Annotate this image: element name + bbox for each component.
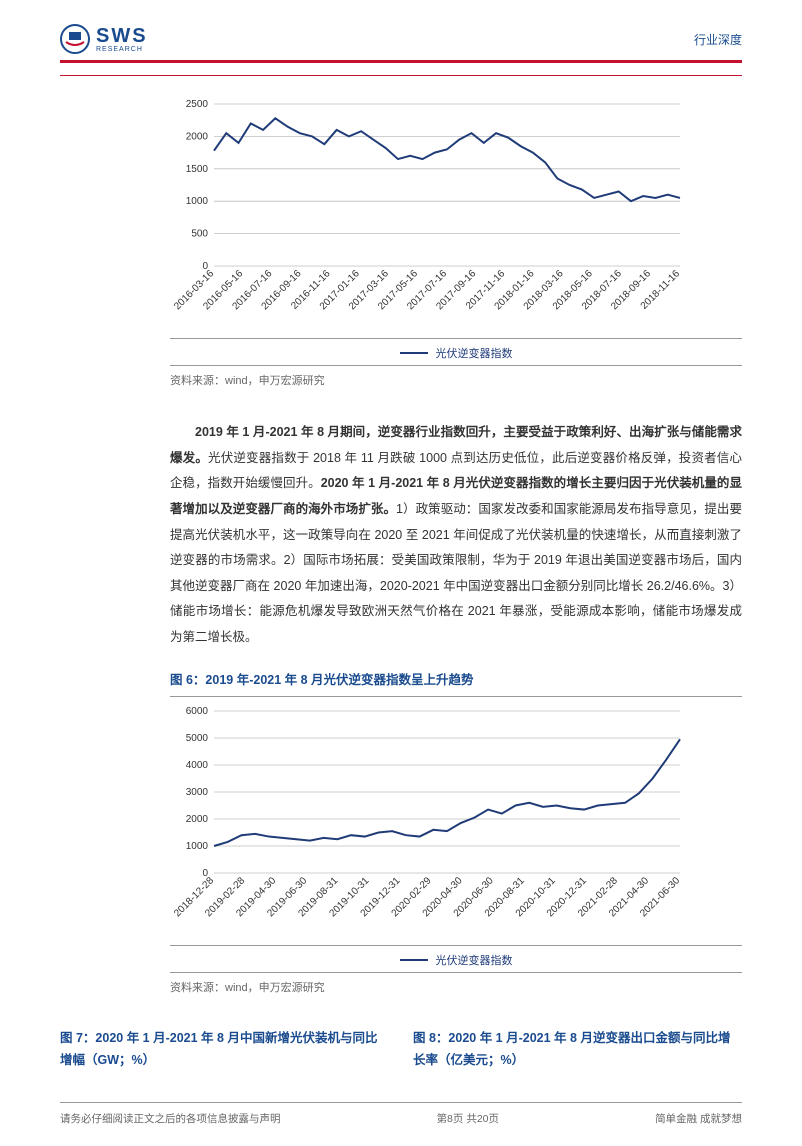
sws-logo-icon: [60, 24, 90, 54]
chart-top-legend: 光伏逆变器指数: [170, 338, 742, 365]
legend-line-icon: [400, 959, 428, 961]
svg-text:4000: 4000: [186, 760, 209, 771]
svg-text:500: 500: [191, 229, 208, 240]
fig7-8-titles: 图 7：2020 年 1 月-2021 年 8 月中国新增光伏装机与同比增幅（G…: [0, 1027, 802, 1072]
svg-text:2000: 2000: [186, 814, 209, 825]
footer-left: 请务必仔细阅读正文之后的各项信息披露与声明: [60, 1111, 281, 1126]
logo: SWS RESEARCH: [60, 24, 148, 54]
svg-text:5000: 5000: [186, 733, 209, 744]
page-footer: 请务必仔细阅读正文之后的各项信息披露与声明 第8页 共20页 简单金融 成就梦想: [0, 1103, 802, 1146]
para-text-2: 1）政策驱动：国家发改委和国家能源局发布指导意见，提出要提高光伏装机水平，这一政…: [170, 502, 742, 644]
chart-top-legend-label: 光伏逆变器指数: [436, 345, 513, 361]
fig8-title: 图 8：2020 年 1 月-2021 年 8 月逆变器出口金额与同比增长率（亿…: [413, 1027, 742, 1072]
footer-right: 简单金融 成就梦想: [655, 1111, 742, 1126]
chart-bottom: 01000200030004000500060002018-12-282019-…: [170, 703, 690, 943]
svg-text:2500: 2500: [186, 99, 209, 110]
svg-text:6000: 6000: [186, 706, 209, 717]
page-header: SWS RESEARCH 行业深度: [0, 0, 802, 60]
fig7-title: 图 7：2020 年 1 月-2021 年 8 月中国新增光伏装机与同比增幅（G…: [60, 1027, 389, 1072]
svg-text:1000: 1000: [186, 841, 209, 852]
svg-text:1500: 1500: [186, 164, 209, 175]
header-rule-thin: [60, 75, 742, 76]
header-tag: 行业深度: [694, 31, 742, 48]
header-rule-thick: [60, 60, 742, 63]
svg-text:2000: 2000: [186, 131, 209, 142]
svg-text:1000: 1000: [186, 196, 209, 207]
chart-bottom-block: 01000200030004000500060002018-12-282019-…: [170, 696, 742, 999]
chart-bottom-legend: 光伏逆变器指数: [170, 945, 742, 972]
chart-bottom-legend-label: 光伏逆变器指数: [436, 952, 513, 968]
logo-main-text: SWS: [96, 26, 148, 46]
chart-top-source: 资料来源：wind，申万宏源研究: [170, 365, 742, 392]
chart-top: 050010001500200025002016-03-162016-05-16…: [170, 96, 690, 336]
svg-text:3000: 3000: [186, 787, 209, 798]
fig6-title: 图 6：2019 年-2021 年 8 月光伏逆变器指数呈上升趋势: [170, 669, 742, 692]
chart-top-block: 050010001500200025002016-03-162016-05-16…: [170, 96, 742, 392]
footer-center: 第8页 共20页: [437, 1111, 499, 1126]
chart-bottom-source: 资料来源：wind，申万宏源研究: [170, 972, 742, 999]
legend-line-icon: [400, 352, 428, 354]
logo-sub-text: RESEARCH: [96, 46, 148, 53]
body-paragraph: 2019 年 1 月-2021 年 8 月期间，逆变器行业指数回升，主要受益于政…: [170, 420, 742, 651]
